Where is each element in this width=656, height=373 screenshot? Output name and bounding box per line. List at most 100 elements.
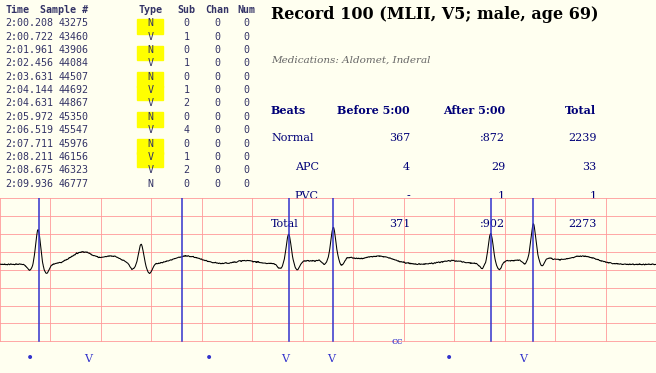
- Text: 46777: 46777: [58, 179, 88, 189]
- Text: 2:08.211: 2:08.211: [5, 152, 53, 162]
- Text: 0: 0: [215, 125, 220, 135]
- Text: 1: 1: [589, 191, 596, 201]
- Text: V: V: [148, 98, 154, 109]
- Text: 0: 0: [184, 45, 190, 55]
- Text: V: V: [281, 354, 289, 364]
- Text: 371: 371: [389, 219, 410, 229]
- Text: 0: 0: [243, 18, 249, 28]
- Text: 0: 0: [243, 85, 249, 95]
- Text: 0: 0: [243, 138, 249, 148]
- Text: APC: APC: [295, 162, 319, 172]
- Text: 0: 0: [215, 85, 220, 95]
- Text: Time: Time: [5, 5, 29, 15]
- Text: 2:04.631: 2:04.631: [5, 98, 53, 109]
- Text: V: V: [148, 85, 154, 95]
- FancyBboxPatch shape: [137, 46, 163, 60]
- Text: 4: 4: [184, 125, 190, 135]
- Text: N: N: [148, 138, 154, 148]
- Text: 0: 0: [243, 179, 249, 189]
- Text: 0: 0: [215, 98, 220, 109]
- Text: 44507: 44507: [58, 72, 88, 82]
- Text: cc: cc: [391, 337, 403, 346]
- Text: 0: 0: [243, 152, 249, 162]
- Text: 0: 0: [243, 32, 249, 42]
- FancyBboxPatch shape: [137, 85, 163, 100]
- Text: 1: 1: [184, 85, 190, 95]
- Text: N: N: [148, 72, 154, 82]
- Text: :902: :902: [480, 219, 505, 229]
- Text: Medications: Aldomet, Inderal: Medications: Aldomet, Inderal: [271, 55, 430, 65]
- Text: 0: 0: [215, 45, 220, 55]
- FancyBboxPatch shape: [137, 139, 163, 154]
- Text: 2:08.675: 2:08.675: [5, 165, 53, 175]
- Text: 2:07.711: 2:07.711: [5, 138, 53, 148]
- Text: 0: 0: [243, 165, 249, 175]
- FancyBboxPatch shape: [137, 19, 163, 34]
- Text: 2:00.208: 2:00.208: [5, 18, 53, 28]
- Text: 2:06.519: 2:06.519: [5, 125, 53, 135]
- Text: 0: 0: [215, 152, 220, 162]
- Text: V: V: [148, 125, 154, 135]
- Text: 43906: 43906: [58, 45, 88, 55]
- Text: 29: 29: [491, 162, 505, 172]
- Text: 44867: 44867: [58, 98, 88, 109]
- Text: V: V: [148, 58, 154, 68]
- Text: N: N: [148, 179, 154, 189]
- Text: •: •: [26, 352, 34, 366]
- FancyBboxPatch shape: [137, 72, 163, 87]
- Text: N: N: [148, 45, 154, 55]
- Text: 0: 0: [243, 98, 249, 109]
- Text: 0: 0: [215, 72, 220, 82]
- Text: 0: 0: [184, 72, 190, 82]
- Text: 0: 0: [243, 72, 249, 82]
- Text: Num: Num: [237, 5, 255, 15]
- Text: 46323: 46323: [58, 165, 88, 175]
- Text: 2:01.961: 2:01.961: [5, 45, 53, 55]
- Text: 2239: 2239: [568, 134, 596, 144]
- Text: 4: 4: [403, 162, 410, 172]
- Text: 1: 1: [498, 191, 505, 201]
- Text: :872: :872: [480, 134, 505, 144]
- Text: 1: 1: [184, 32, 190, 42]
- Text: 2273: 2273: [568, 219, 596, 229]
- Text: V: V: [327, 354, 335, 364]
- Text: 0: 0: [215, 138, 220, 148]
- Text: N: N: [148, 18, 154, 28]
- Text: 0: 0: [184, 179, 190, 189]
- Text: 0: 0: [243, 58, 249, 68]
- Text: V: V: [148, 32, 154, 42]
- Text: After 5:00: After 5:00: [443, 105, 505, 116]
- Text: Beats: Beats: [271, 105, 306, 116]
- Text: V: V: [520, 354, 527, 364]
- Text: 45547: 45547: [58, 125, 88, 135]
- Text: 0: 0: [215, 112, 220, 122]
- Text: PVC: PVC: [295, 191, 319, 201]
- Text: Sample #: Sample #: [40, 5, 88, 15]
- Text: 0: 0: [215, 18, 220, 28]
- Text: 0: 0: [184, 138, 190, 148]
- Text: 44692: 44692: [58, 85, 88, 95]
- FancyBboxPatch shape: [137, 153, 163, 167]
- Text: 45976: 45976: [58, 138, 88, 148]
- Text: 2:09.936: 2:09.936: [5, 179, 53, 189]
- Text: 2:03.631: 2:03.631: [5, 72, 53, 82]
- Text: 0: 0: [243, 125, 249, 135]
- Text: 0: 0: [184, 18, 190, 28]
- Text: 1: 1: [184, 152, 190, 162]
- Text: 44084: 44084: [58, 58, 88, 68]
- Text: Total: Total: [565, 105, 596, 116]
- Text: 0: 0: [243, 45, 249, 55]
- Text: •: •: [445, 352, 453, 366]
- Text: V: V: [148, 152, 154, 162]
- Text: 0: 0: [243, 112, 249, 122]
- Text: Type: Type: [138, 5, 162, 15]
- Text: 1: 1: [184, 58, 190, 68]
- Text: V: V: [148, 165, 154, 175]
- Text: 2:00.722: 2:00.722: [5, 32, 53, 42]
- Text: 45350: 45350: [58, 112, 88, 122]
- Text: 2:02.456: 2:02.456: [5, 58, 53, 68]
- Text: -: -: [406, 191, 410, 201]
- Text: 0: 0: [215, 165, 220, 175]
- Text: 367: 367: [389, 134, 410, 144]
- Text: 2:05.972: 2:05.972: [5, 112, 53, 122]
